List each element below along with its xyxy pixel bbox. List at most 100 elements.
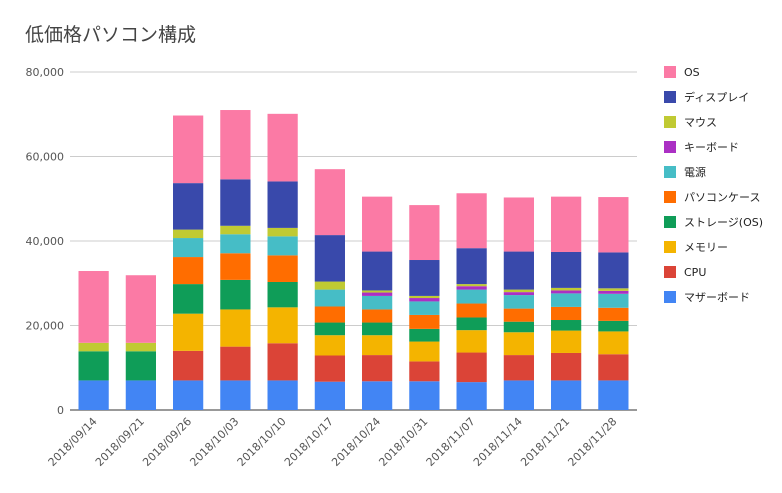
x-tick-label: 2018/10/03 xyxy=(187,415,241,469)
bar-segment xyxy=(456,382,487,410)
bar-segment xyxy=(503,292,534,296)
bar-segment xyxy=(503,289,534,293)
bar-segment xyxy=(220,253,251,280)
bar-segment xyxy=(173,238,204,258)
bar-segment xyxy=(220,380,251,410)
bar-segment xyxy=(456,303,487,318)
bar-segment xyxy=(456,286,487,290)
x-tick-label: 2018/10/10 xyxy=(235,415,289,469)
legend-swatch xyxy=(664,191,676,203)
bar-segment xyxy=(267,343,298,381)
bar-segment xyxy=(551,380,582,410)
legend-label: 電源 xyxy=(684,165,706,179)
x-tick-label: 2018/11/07 xyxy=(424,415,478,469)
bar-segment xyxy=(220,110,251,180)
bar-segment xyxy=(362,322,393,336)
bar-segment xyxy=(598,354,629,381)
bar-segment xyxy=(220,309,251,347)
bar-segment xyxy=(173,350,204,381)
bar-segment xyxy=(409,314,440,329)
bar-segment xyxy=(409,260,440,296)
bar-segment xyxy=(362,290,393,293)
y-tick-label: 20,000 xyxy=(26,320,65,333)
bar-segment xyxy=(551,352,582,381)
y-tick-label: 40,000 xyxy=(26,235,65,248)
bar-segment xyxy=(314,235,345,282)
bar-segment xyxy=(173,284,204,314)
bar-segment xyxy=(314,169,345,236)
x-tick-label: 2018/09/26 xyxy=(140,415,194,469)
bar-segment xyxy=(551,330,582,353)
bar-segment xyxy=(503,332,534,356)
bar-segment xyxy=(362,335,393,356)
bar-segment xyxy=(503,380,534,410)
bar-segment xyxy=(551,287,582,291)
x-tick-label: 2018/11/14 xyxy=(471,415,525,469)
bar-segment xyxy=(598,290,629,294)
bar-segment xyxy=(78,351,109,381)
bar-segment xyxy=(220,234,251,254)
legend-label: マウス xyxy=(684,116,717,129)
bar-segment xyxy=(551,251,582,288)
bar-segment xyxy=(362,381,393,410)
chart-title: 低価格パソコン構成 xyxy=(25,24,197,46)
bar-segment xyxy=(409,381,440,410)
legend-label: パソコンケース xyxy=(684,191,760,204)
bar-segment xyxy=(267,380,298,410)
bar-segment xyxy=(409,328,440,342)
bar-segment xyxy=(125,275,156,343)
bar-segment xyxy=(551,306,582,321)
bar-segment xyxy=(456,317,487,331)
legend-swatch xyxy=(664,116,676,128)
x-tick-label: 2018/09/21 xyxy=(93,415,147,469)
bar-segment xyxy=(267,307,298,344)
bar-segment xyxy=(503,295,534,309)
bar-segment xyxy=(267,113,298,182)
bar-segment xyxy=(456,352,487,383)
x-tick-label: 2018/11/21 xyxy=(518,415,572,469)
bar-segment xyxy=(267,181,298,228)
bar-segment xyxy=(598,320,629,332)
bar-segment xyxy=(314,306,345,323)
x-tick-label: 2018/10/17 xyxy=(282,415,336,469)
bar-segment xyxy=(220,225,251,235)
bar-segment xyxy=(598,307,629,321)
bar-segment xyxy=(598,288,629,291)
bar-segment xyxy=(78,380,109,410)
bar-segment xyxy=(598,197,629,253)
bar-segment xyxy=(409,361,440,382)
legend-swatch xyxy=(664,266,676,278)
bar-segment xyxy=(314,381,345,410)
bar-segment xyxy=(314,355,345,382)
bar-segment xyxy=(125,380,156,410)
x-tick-label: 2018/10/24 xyxy=(329,415,383,469)
bar-segment xyxy=(409,295,440,299)
bar-segment xyxy=(503,197,534,252)
bar-segment xyxy=(267,227,298,237)
bar-segment xyxy=(314,289,345,307)
bar-segment xyxy=(220,179,251,226)
bar-segment xyxy=(456,289,487,304)
bar-segment xyxy=(598,380,629,410)
bar-segment xyxy=(503,251,534,290)
bar-segment xyxy=(173,257,204,285)
bar-segment xyxy=(409,298,440,302)
bar-segment xyxy=(598,252,629,289)
bar-segment xyxy=(362,355,393,382)
legend-label: CPU xyxy=(684,266,706,279)
bar-segment xyxy=(267,281,298,308)
bar-segment xyxy=(362,251,393,291)
bar-segment xyxy=(409,341,440,362)
bar-segment xyxy=(125,342,156,352)
bar-segment xyxy=(503,308,534,322)
bar-segment xyxy=(220,279,251,310)
bar-segment xyxy=(551,290,582,294)
bar-segment xyxy=(314,281,345,290)
legend-swatch xyxy=(664,66,676,78)
legend-label: OS xyxy=(684,66,700,79)
bar-segment xyxy=(362,295,393,310)
legend-label: メモリー xyxy=(684,241,728,254)
x-tick-label: 2018/09/14 xyxy=(46,415,100,469)
